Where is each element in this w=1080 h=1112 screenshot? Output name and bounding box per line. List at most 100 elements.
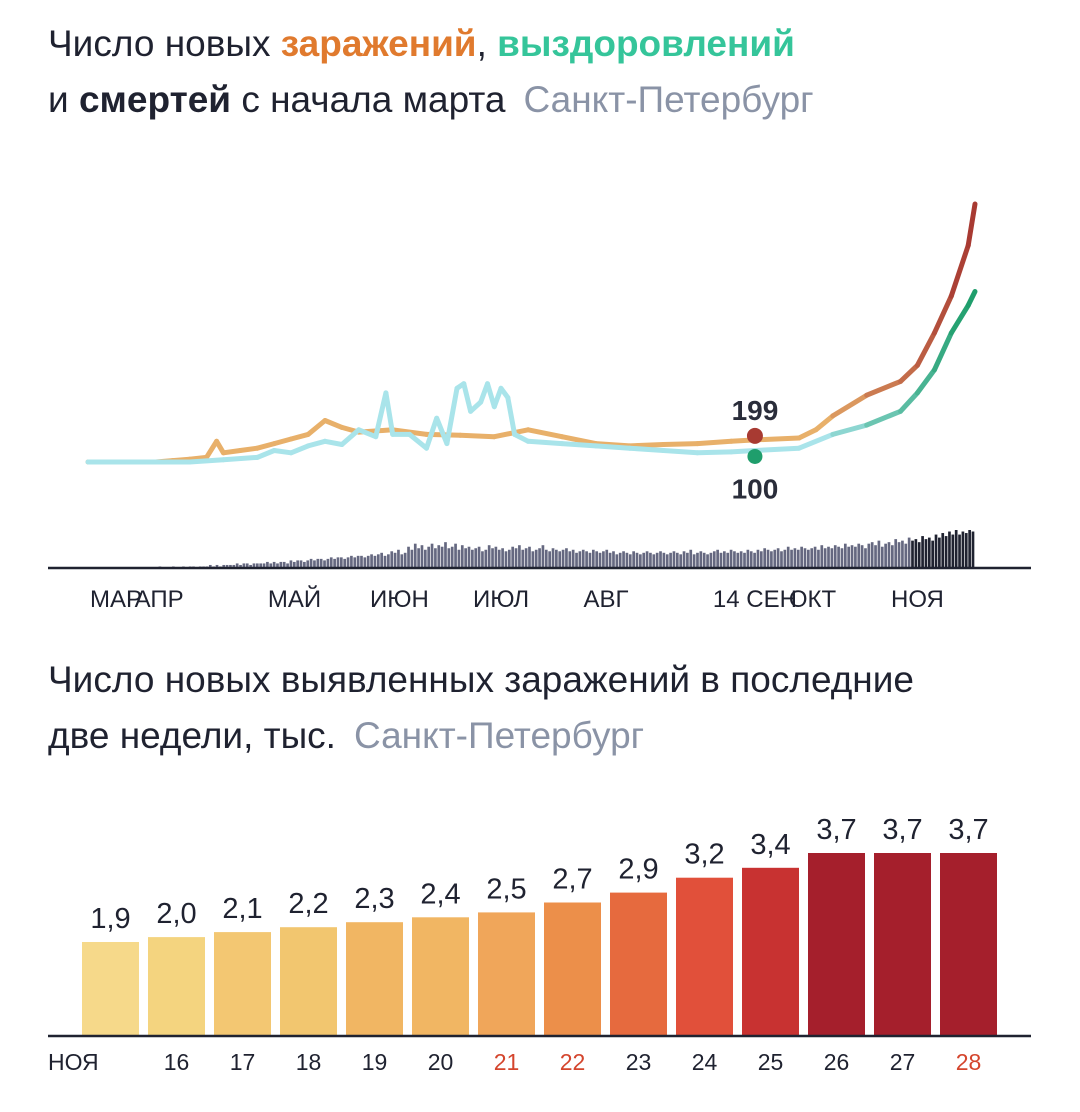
death-bar xyxy=(800,546,803,568)
recoveries-line-segment xyxy=(220,454,260,463)
recoveries-line-segment xyxy=(931,330,954,373)
death-bar xyxy=(427,546,431,568)
death-bar xyxy=(561,549,565,568)
chart-title-bottom: Число новых выявленных заражений в после… xyxy=(48,652,914,764)
death-bar xyxy=(279,561,283,568)
bar-title-region: Санкт-Петербург xyxy=(353,715,645,756)
x-tick-label: 25 xyxy=(758,1049,784,1075)
recoveries-line-segment xyxy=(505,395,518,437)
x-tick-label: ИЮН xyxy=(370,586,429,613)
death-bar xyxy=(366,555,370,568)
death-bar xyxy=(497,549,501,568)
death-bar xyxy=(860,545,864,568)
infections-line-segment xyxy=(288,431,311,442)
recoveries-line-segment xyxy=(965,289,978,308)
title-line2-prefix: и xyxy=(48,79,79,120)
death-bar xyxy=(756,549,760,568)
death-bar xyxy=(733,551,736,568)
death-bar xyxy=(964,533,968,568)
death-bar xyxy=(675,552,679,568)
recoveries-line-segment xyxy=(254,448,277,460)
death-bar xyxy=(914,539,918,568)
death-bar xyxy=(232,564,236,568)
death-bar xyxy=(306,560,310,568)
recoveries-line-segment xyxy=(339,427,362,447)
death-bar xyxy=(615,554,619,568)
death-bar xyxy=(971,531,975,568)
death-bar xyxy=(558,551,562,568)
death-bar xyxy=(857,543,861,568)
death-bar xyxy=(837,546,840,568)
death-bar xyxy=(662,552,666,568)
bar-value-label: 3,4 xyxy=(750,829,790,861)
infections-marker xyxy=(746,427,763,444)
death-bar xyxy=(628,554,632,568)
recoveries-line-segment xyxy=(383,390,396,437)
bar-value-label: 2,1 xyxy=(222,893,262,925)
death-bar xyxy=(333,558,336,568)
death-bar xyxy=(739,551,743,568)
bar-value-label: 3,7 xyxy=(882,814,922,846)
death-bar xyxy=(276,563,279,568)
infections-line-segment xyxy=(204,438,220,460)
death-bar xyxy=(487,545,491,568)
death-bar xyxy=(514,548,518,568)
death-bar xyxy=(423,549,427,568)
death-bar xyxy=(840,548,844,568)
death-bar xyxy=(410,549,414,568)
death-bar xyxy=(376,554,380,568)
death-bar xyxy=(672,551,676,568)
death-bar xyxy=(521,549,525,568)
recoveries-line-segment xyxy=(796,431,836,451)
recoveries-line-segment xyxy=(491,385,504,410)
death-bar xyxy=(749,551,753,568)
death-bar xyxy=(770,551,773,568)
x-tick-label: МАР xyxy=(90,586,142,613)
bar xyxy=(874,853,931,1036)
x-tick-label: НОЯ xyxy=(48,1049,99,1075)
death-bar xyxy=(387,554,390,568)
infections-line-segment xyxy=(898,362,920,384)
death-bar xyxy=(719,552,723,568)
death-bar xyxy=(534,549,538,568)
death-bar xyxy=(833,545,837,568)
death-bar xyxy=(743,552,746,568)
x-tick-label: 26 xyxy=(824,1049,850,1075)
death-bar xyxy=(618,552,622,568)
death-bar xyxy=(682,551,686,568)
infections-line-segment xyxy=(752,435,802,443)
death-bar xyxy=(235,563,239,568)
death-bar xyxy=(709,552,713,568)
infections-line-segment xyxy=(627,442,666,449)
bar xyxy=(214,932,271,1036)
death-bar xyxy=(544,549,548,568)
death-bar xyxy=(927,537,931,568)
death-bar xyxy=(665,554,669,568)
death-bar xyxy=(867,543,871,568)
death-bar xyxy=(474,548,478,568)
death-bar xyxy=(303,561,306,568)
death-bar xyxy=(854,546,857,568)
infections-line-segment xyxy=(457,432,497,440)
title-deaths: смертей xyxy=(78,79,232,120)
x-tick-label: 23 xyxy=(626,1049,652,1075)
death-bar xyxy=(266,561,269,568)
death-bar xyxy=(642,552,646,568)
death-bar xyxy=(346,557,350,568)
bar xyxy=(478,912,535,1036)
bar-value-label: 2,7 xyxy=(552,864,592,896)
infections-line-segment xyxy=(271,436,294,447)
title-recoveries: выздоровлений xyxy=(497,23,795,64)
death-bar xyxy=(309,558,313,568)
bar-value-label: 2,5 xyxy=(486,873,526,905)
death-bar xyxy=(948,531,951,568)
death-bar xyxy=(588,552,592,568)
death-bar xyxy=(958,534,961,568)
death-bar xyxy=(632,551,635,568)
death-bar xyxy=(887,542,891,568)
death-bar xyxy=(847,546,851,568)
death-bar xyxy=(669,552,672,568)
death-bar xyxy=(531,551,535,568)
death-bar xyxy=(901,540,904,568)
death-bar xyxy=(548,551,551,568)
